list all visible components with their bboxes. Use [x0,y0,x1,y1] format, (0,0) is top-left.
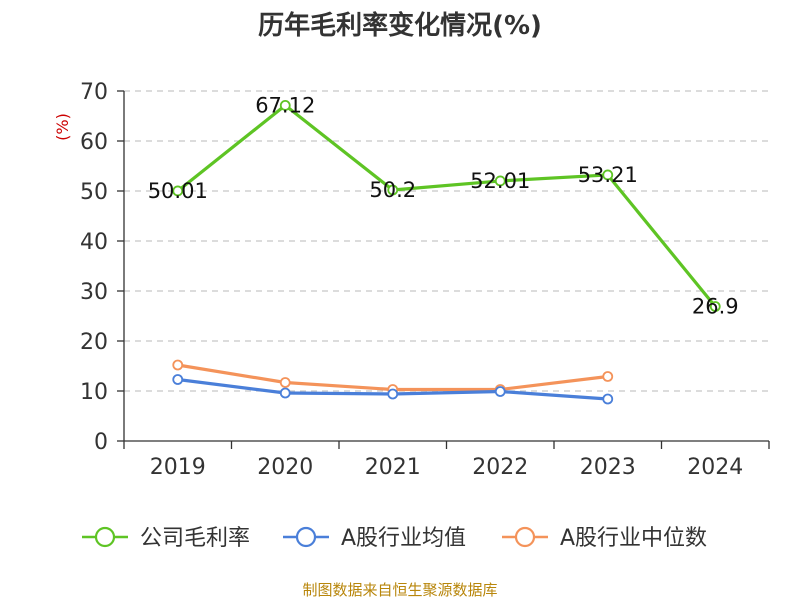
y-tick-label: 60 [80,130,108,155]
series-point-1 [279,387,291,399]
legend-swatch-marker [94,526,116,548]
y-tick-label: 30 [80,280,108,305]
x-tick-label: 2021 [365,455,421,480]
series-point-1 [387,388,399,400]
x-tick-label: 2019 [150,455,206,480]
y-axis-unit-label: (%) [53,113,72,141]
data-label: 26.9 [692,295,739,319]
x-tick-label: 2022 [472,455,528,480]
series-point-0 [279,100,291,111]
axis-layer: 0 10 20 30 40 50 60 70 2019 2020 2021 2022 2023 2024 [80,80,770,480]
y-tick-label: 20 [80,330,108,355]
legend-entry-label: 公司毛利率 [140,526,250,551]
x-tick-label: 2023 [580,455,636,480]
series-point-0 [172,185,184,197]
data-label: 50.2 [369,178,416,202]
series-point-2 [172,359,184,371]
series-point-0 [709,301,721,312]
series-layer [172,100,721,405]
y-tick-label: 50 [80,180,108,205]
y-tick-label: 10 [80,380,108,405]
legend-entry-label: A股行业中位数 [560,526,707,551]
series-point-1 [602,393,614,405]
legend: 公司毛利率 A股行业均值 A股行业中位数 [82,526,707,551]
series-line-0 [176,103,717,308]
legend-swatch-marker [295,526,317,548]
data-label-layer: 50.01 67.12 50.2 52.01 53.21 26.9 [148,93,739,318]
series-point-1 [172,374,184,385]
series-point-1 [494,386,506,397]
series-point-2 [279,377,291,388]
series-point-0 [494,175,506,187]
series-point-0 [387,184,399,196]
grid-layer [124,90,769,392]
series-point-0 [602,169,614,181]
data-label: 52.01 [470,169,530,193]
x-tick-label: 2024 [687,455,743,480]
legend-swatch-marker [514,526,536,548]
data-label: 53.21 [578,163,638,187]
chart-title: 历年毛利率变化情况(%) [258,10,542,41]
data-source-note: 制图数据来自恒生聚源数据库 [302,581,497,599]
series-point-2 [602,371,614,382]
y-tick-label: 0 [94,430,108,455]
x-tick-label: 2020 [257,455,313,480]
y-tick-label: 70 [80,80,108,105]
y-tick-label: 40 [80,230,108,255]
legend-entry-label: A股行业均值 [341,526,466,551]
data-label: 67.12 [255,93,315,117]
data-label: 50.01 [148,179,208,203]
